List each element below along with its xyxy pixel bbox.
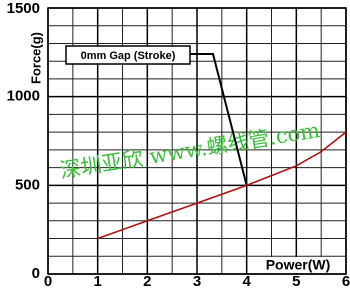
y-axis-label: Force(g) [28,32,43,84]
x-tick-label: 6 [342,273,350,290]
x-tick-label: 0 [44,273,52,290]
annotation-box [65,45,191,65]
annotation-text: 0mm Gap (Stroke) [81,50,176,62]
plot-border [47,7,347,275]
annotation-leader [190,53,248,186]
y-tick-label: 1000 [7,88,40,105]
x-axis-label: Power(W) [266,257,331,273]
data-line [97,131,347,240]
x-tick-label: 2 [143,273,151,290]
y-tick-label: 1500 [7,0,40,17]
x-tick-label: 4 [242,273,251,290]
x-tick-label: 5 [292,273,300,290]
x-tick-label: 1 [93,273,101,290]
y-tick-label: 0 [32,265,40,282]
x-axis-label-bg [262,257,334,273]
x-tick-label: 3 [193,273,201,290]
y-tick-label: 500 [15,176,40,193]
